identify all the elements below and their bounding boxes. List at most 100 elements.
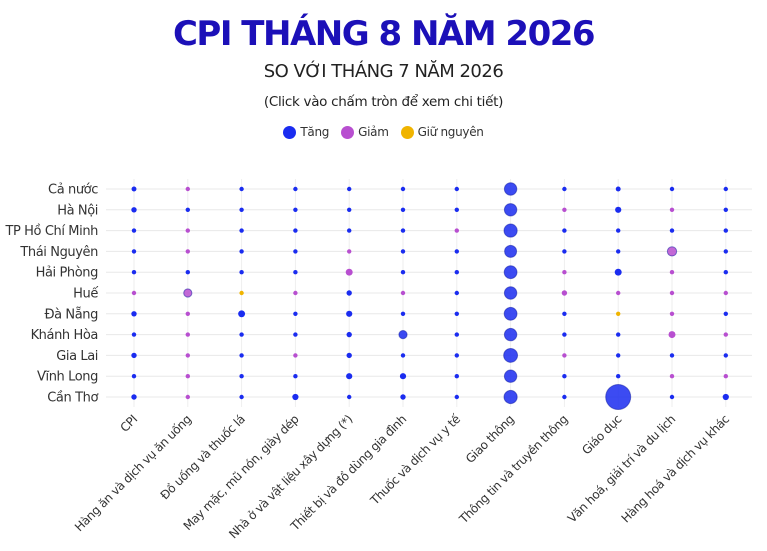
data-point[interactable] bbox=[185, 270, 190, 275]
data-point[interactable] bbox=[131, 186, 137, 192]
data-point[interactable] bbox=[293, 186, 298, 192]
data-point[interactable] bbox=[131, 374, 137, 379]
data-point[interactable] bbox=[239, 353, 244, 358]
data-point[interactable] bbox=[616, 332, 621, 337]
data-point[interactable] bbox=[346, 352, 352, 359]
data-point[interactable] bbox=[669, 228, 675, 233]
data-point[interactable] bbox=[615, 186, 621, 192]
data-point[interactable] bbox=[185, 353, 190, 358]
data-point[interactable] bbox=[400, 311, 406, 316]
data-point[interactable] bbox=[400, 207, 406, 212]
data-point[interactable] bbox=[239, 228, 244, 233]
data-point[interactable] bbox=[503, 223, 518, 238]
data-point[interactable] bbox=[454, 270, 459, 275]
data-point[interactable] bbox=[614, 268, 622, 276]
data-point[interactable] bbox=[399, 373, 407, 380]
data-point[interactable] bbox=[669, 186, 675, 192]
data-point[interactable] bbox=[293, 207, 298, 212]
data-point[interactable] bbox=[454, 394, 459, 400]
data-point[interactable] bbox=[723, 186, 728, 192]
data-point[interactable] bbox=[669, 311, 675, 316]
data-point[interactable] bbox=[347, 207, 352, 212]
data-point[interactable] bbox=[131, 332, 137, 337]
data-point[interactable] bbox=[185, 374, 190, 379]
data-point[interactable] bbox=[131, 311, 137, 317]
data-point[interactable] bbox=[400, 249, 406, 254]
data-point[interactable] bbox=[131, 352, 137, 359]
data-point[interactable] bbox=[293, 228, 298, 233]
legend-item-increase[interactable]: Tăng bbox=[283, 125, 329, 139]
data-point[interactable] bbox=[398, 330, 408, 340]
data-point[interactable] bbox=[454, 374, 459, 379]
data-point[interactable] bbox=[616, 249, 621, 254]
data-point[interactable] bbox=[239, 249, 244, 254]
data-point[interactable] bbox=[454, 311, 459, 316]
data-point[interactable] bbox=[666, 246, 678, 257]
legend-item-decrease[interactable]: Giảm bbox=[341, 125, 389, 139]
data-point[interactable] bbox=[293, 290, 298, 296]
data-point[interactable] bbox=[562, 207, 567, 212]
data-point[interactable] bbox=[185, 332, 190, 337]
data-point[interactable] bbox=[400, 186, 406, 192]
data-point[interactable] bbox=[503, 203, 518, 217]
data-point[interactable] bbox=[503, 182, 518, 196]
data-point[interactable] bbox=[185, 228, 190, 233]
data-point[interactable] bbox=[185, 394, 190, 400]
data-point[interactable] bbox=[722, 393, 729, 401]
data-point[interactable] bbox=[347, 186, 352, 192]
data-point[interactable] bbox=[293, 249, 298, 254]
data-point[interactable] bbox=[562, 186, 567, 192]
data-point[interactable] bbox=[400, 290, 406, 296]
data-point[interactable] bbox=[238, 310, 246, 318]
data-point[interactable] bbox=[562, 249, 567, 254]
data-point[interactable] bbox=[562, 394, 567, 400]
data-point[interactable] bbox=[185, 311, 190, 316]
data-point[interactable] bbox=[239, 374, 244, 379]
data-point[interactable] bbox=[504, 244, 518, 258]
data-point[interactable] bbox=[345, 268, 353, 276]
data-point[interactable] bbox=[346, 331, 352, 338]
data-point[interactable] bbox=[669, 207, 675, 212]
data-point[interactable] bbox=[723, 290, 728, 296]
data-point[interactable] bbox=[669, 394, 675, 400]
data-point[interactable] bbox=[562, 332, 567, 337]
data-point[interactable] bbox=[239, 186, 244, 192]
data-point[interactable] bbox=[400, 394, 406, 400]
data-point[interactable] bbox=[723, 228, 728, 233]
data-point[interactable] bbox=[503, 327, 518, 342]
data-point[interactable] bbox=[400, 228, 406, 233]
data-point[interactable] bbox=[185, 207, 190, 212]
data-point[interactable] bbox=[669, 353, 675, 358]
data-point[interactable] bbox=[183, 288, 193, 298]
data-point[interactable] bbox=[400, 353, 406, 358]
data-point[interactable] bbox=[669, 374, 675, 379]
data-point[interactable] bbox=[503, 369, 518, 383]
data-point[interactable] bbox=[239, 290, 244, 296]
data-point[interactable] bbox=[723, 249, 728, 254]
data-point[interactable] bbox=[503, 306, 518, 321]
data-point[interactable] bbox=[131, 290, 137, 296]
data-point[interactable] bbox=[503, 265, 518, 280]
data-point[interactable] bbox=[605, 384, 632, 410]
data-point[interactable] bbox=[616, 353, 621, 358]
data-point[interactable] bbox=[293, 311, 298, 316]
data-point[interactable] bbox=[616, 374, 621, 379]
data-point[interactable] bbox=[723, 270, 728, 275]
data-point[interactable] bbox=[131, 207, 137, 213]
data-point[interactable] bbox=[454, 353, 459, 358]
data-point[interactable] bbox=[562, 353, 567, 358]
data-point[interactable] bbox=[615, 206, 622, 213]
data-point[interactable] bbox=[131, 394, 137, 400]
data-point[interactable] bbox=[616, 311, 621, 316]
data-point[interactable] bbox=[347, 249, 352, 254]
data-point[interactable] bbox=[292, 393, 299, 401]
data-point[interactable] bbox=[454, 249, 459, 254]
data-point[interactable] bbox=[131, 270, 137, 275]
data-point[interactable] bbox=[723, 207, 728, 212]
data-point[interactable] bbox=[562, 270, 567, 275]
data-point[interactable] bbox=[723, 332, 728, 337]
data-point[interactable] bbox=[185, 186, 190, 192]
data-point[interactable] bbox=[503, 389, 518, 405]
data-point[interactable] bbox=[669, 290, 675, 296]
data-point[interactable] bbox=[562, 374, 567, 379]
